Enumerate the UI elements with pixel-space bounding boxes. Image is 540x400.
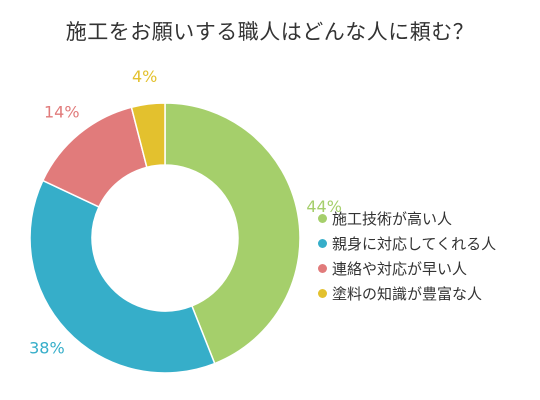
donut-slice-2 <box>29 179 216 374</box>
legend-marker <box>318 214 327 223</box>
legend-label: 連絡や対応が早い人 <box>332 260 468 278</box>
legend-marker <box>318 239 327 248</box>
legend-item-1: 施工技術が高い人 <box>318 206 496 231</box>
slice-value-label-1: 44% <box>306 197 342 216</box>
slice-value-label-2: 38% <box>29 338 65 357</box>
legend-item-2: 親身に対応してくれる人 <box>318 231 496 256</box>
chart-legend: 施工技術が高い人親身に対応してくれる人 連絡や対応が早い人 塗料の知識が豊富な人 <box>318 206 496 306</box>
slice-value-label-3: 14% <box>44 103 80 122</box>
donut-slice-4 <box>130 102 166 169</box>
slice-value-label-4: 4% <box>132 67 157 86</box>
legend-marker <box>318 289 327 298</box>
donut-slice-1 <box>164 102 301 365</box>
legend-item-4: 塗料の知識が豊富な人 <box>318 281 496 306</box>
legend-label: 親身に対応してくれる人 <box>332 235 497 253</box>
legend-item-3: 連絡や対応が早い人 <box>318 256 496 281</box>
chart-title: 施工をお願いする職人はどんな人に頼む？ <box>65 20 475 44</box>
legend-label: 塗料の知識が豊富な人 <box>332 285 483 303</box>
legend-marker <box>318 264 327 273</box>
legend-label: 施工技術が高い人 <box>332 210 453 228</box>
